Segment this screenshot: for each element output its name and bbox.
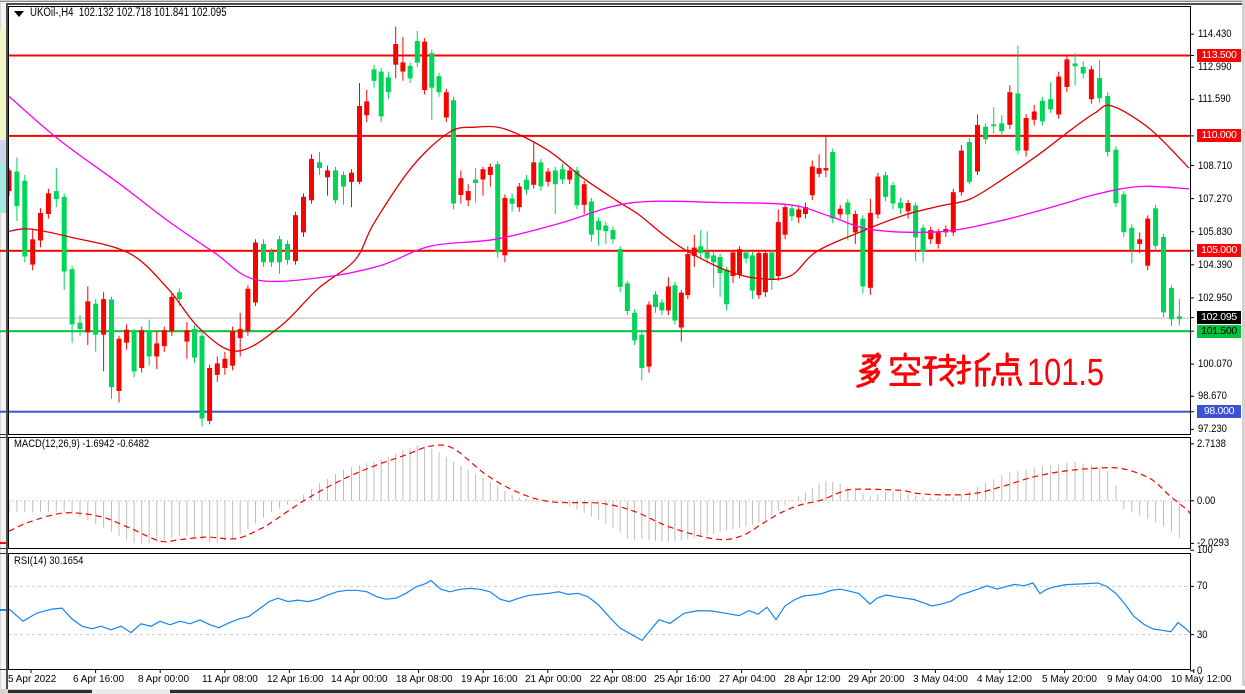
svg-text:101.5: 101.5 bbox=[1027, 352, 1104, 394]
